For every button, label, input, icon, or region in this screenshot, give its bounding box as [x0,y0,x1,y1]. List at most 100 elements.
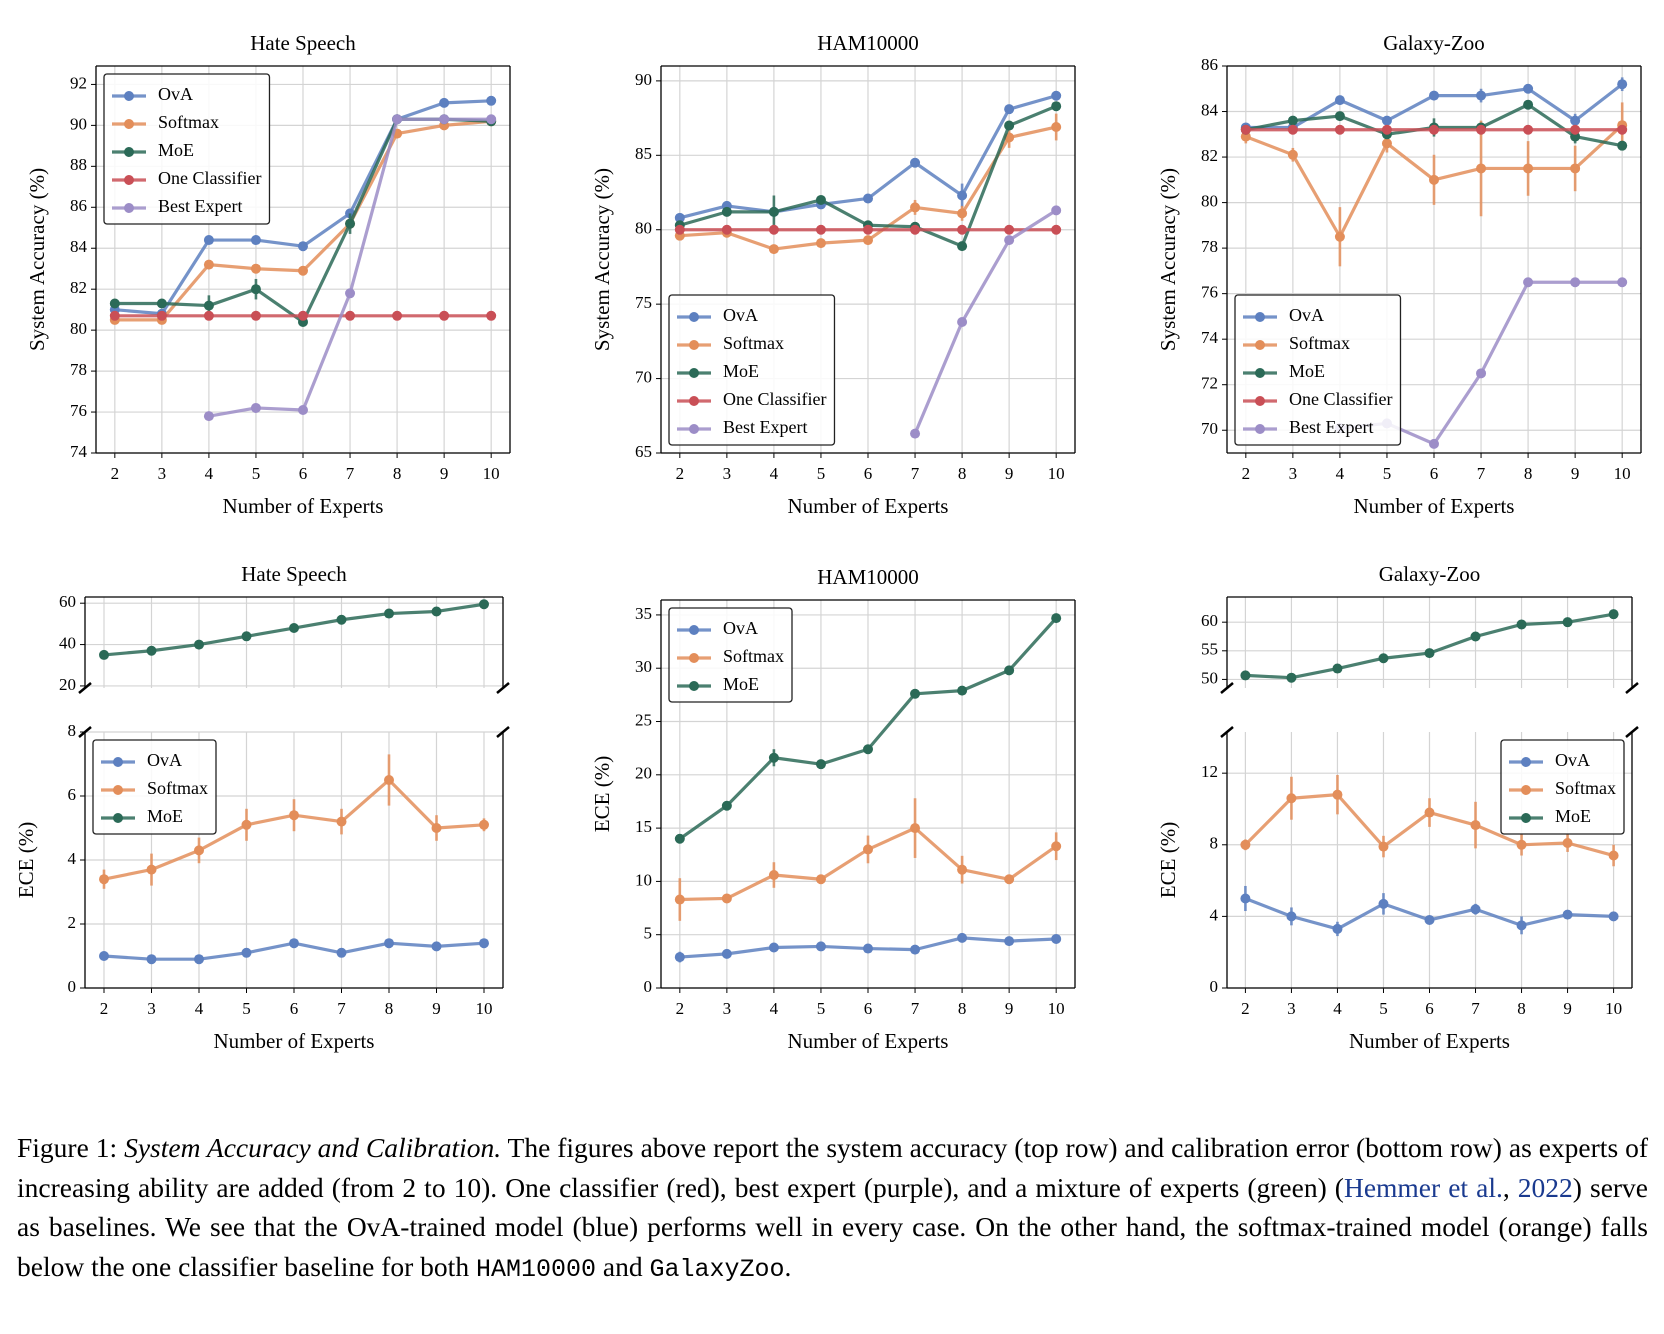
x-axis-label: Number of Experts [788,494,949,518]
x-tick-label: 6 [290,999,299,1018]
x-tick-label: 4 [770,464,779,483]
x-tick-label: 8 [1517,999,1526,1018]
y-tick-label: 74 [70,442,88,461]
x-tick-label: 8 [958,999,967,1018]
axis-break-mark [496,682,510,694]
x-tick-label: 10 [1605,999,1622,1018]
data-point [241,947,252,958]
citation-link[interactable]: Hemmer et al. [1343,1171,1503,1203]
data-point [479,938,489,949]
data-point [674,833,685,844]
legend: OvA Softmax MoE [92,739,217,835]
axis-break-mark [78,726,92,738]
legend-marker [689,625,699,635]
legend-marker [689,424,699,434]
y-tick-label: 10 [635,870,652,889]
data-point [241,631,252,642]
legend-marker [124,175,134,185]
series-line [913,209,1058,435]
data-point [721,224,732,235]
data-point [1051,90,1062,101]
citation-link[interactable]: 2022 [1517,1171,1573,1203]
data-point [815,238,826,249]
data-point [194,954,204,965]
data-point [345,218,356,229]
legend-label: OvA [147,750,182,770]
data-point [431,606,442,617]
x-tick-label: 10 [1048,464,1065,483]
data-point [1429,124,1439,135]
legend-marker [113,813,123,823]
axis-break-mark [78,682,92,694]
data-point [1004,665,1015,676]
data-point [1470,631,1481,642]
legend: OvA Softmax MoE [668,607,793,703]
data-point [203,300,214,311]
legend-label: Softmax [723,646,784,666]
legend-marker [124,147,134,157]
x-tick-label: 7 [911,464,920,483]
x-axis-label: Number of Experts [1349,1029,1510,1053]
legend-label: One Classifier [1289,389,1392,409]
data-point [439,114,450,125]
data-point [203,235,214,246]
x-tick-label: 4 [1333,999,1342,1018]
x-tick-label: 9 [432,999,441,1018]
data-point [203,259,214,270]
data-point [298,265,308,276]
legend-label: Softmax [723,333,784,353]
x-tick-label: 8 [393,464,402,483]
data-point [1051,205,1062,216]
data-point [1334,124,1345,135]
data-point [99,874,109,885]
data-point [345,288,356,299]
x-tick-label: 5 [252,464,261,483]
data-point [1429,438,1439,449]
data-point [250,284,261,295]
legend-marker [124,119,134,129]
data-point [1516,619,1527,630]
data-point [1240,893,1251,904]
x-tick-label: 3 [147,999,156,1018]
data-point [289,938,299,949]
data-point [99,649,109,660]
x-tick-label: 4 [195,999,204,1018]
data-point [146,645,157,656]
data-point [1381,115,1392,126]
data-point [392,310,403,321]
x-tick-label: 5 [1379,999,1388,1018]
data-point [957,685,968,696]
data-point [1562,837,1573,848]
y-tick-label: 80 [635,219,652,238]
axis-break-mark [1220,726,1234,738]
data-point [957,208,968,219]
x-tick-label: 10 [483,464,500,483]
y-tick-label: 0 [1210,977,1219,996]
x-tick-label: 2 [100,999,109,1018]
data-point [1570,163,1581,174]
data-point [1424,914,1435,925]
data-point [1617,140,1628,151]
data-point [721,893,732,904]
x-tick-label: 4 [1336,464,1345,483]
caption-text: ) serve as baselines. We see that the Ov… [17,1171,1649,1282]
data-point [392,114,403,125]
data-point [431,823,442,833]
x-tick-label: 7 [1477,464,1486,483]
x-tick-label: 10 [476,999,493,1018]
y-tick-label: 90 [70,114,87,133]
data-point [1004,120,1015,131]
data-point [1004,936,1015,947]
data-point [1476,90,1487,101]
data-point [1570,277,1581,288]
legend-label: Softmax [1289,333,1350,353]
data-point [1516,839,1527,850]
legend-label: Best Expert [723,417,807,437]
data-point [1476,368,1487,379]
data-point [1523,163,1534,174]
data-point [336,947,347,958]
data-point [336,816,347,827]
legend-marker [1521,785,1531,795]
y-tick-label: 84 [1201,100,1219,119]
